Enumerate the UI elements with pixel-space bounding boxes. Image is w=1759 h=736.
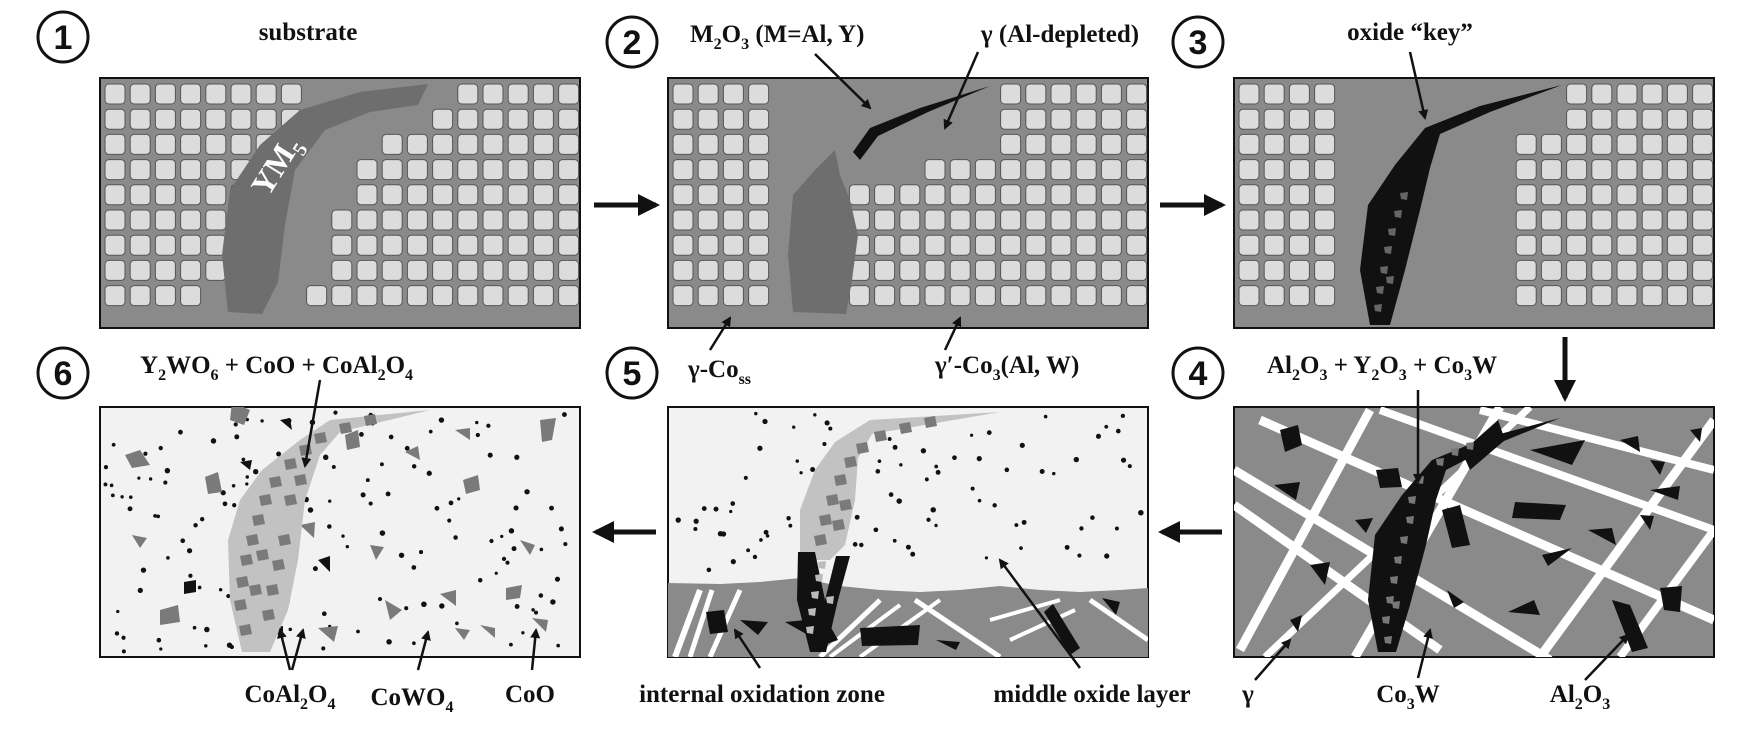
spinel-particles-5	[814, 416, 937, 546]
step-number-2: 2	[605, 15, 659, 69]
panel-6-final-scale	[99, 406, 581, 658]
pointer-gamma-coss	[708, 316, 732, 351]
svg-text:1: 1	[54, 19, 73, 57]
al2o3-particles-4	[1274, 420, 1702, 652]
label-gamma-coss: γ-Coss	[687, 356, 751, 388]
label-internal-oxidation-zone: internal oxidation zone	[639, 681, 885, 708]
pointer-coal2o4-b	[290, 628, 306, 671]
step-number-6: 6	[36, 346, 90, 400]
panel-3-oxide-key	[1233, 77, 1715, 329]
precipitate-grid-3	[1238, 83, 1714, 307]
label-gamma: γ	[1241, 681, 1254, 708]
svg-text:5: 5	[623, 355, 642, 393]
spinel-particles-6	[234, 414, 377, 636]
pointer-m2o3	[814, 53, 872, 110]
ym5-phase	[222, 84, 428, 314]
oxide-key-4	[1368, 418, 1560, 652]
pointer-coo	[530, 628, 541, 671]
label-m2o3: M2O3 (M=Al, Y)	[690, 21, 864, 53]
oxide-key	[1360, 85, 1562, 325]
coo-particles-6	[103, 410, 568, 654]
flow-arrows	[592, 194, 1576, 543]
label-coo: CoO	[505, 681, 555, 708]
label-step4-oxides: Al2O3 + Y2O3 + Co3W	[1267, 352, 1497, 384]
step-number-4: 4	[1171, 346, 1225, 400]
precipitate-grid-2	[672, 83, 1148, 307]
pointer-al2o3	[1584, 633, 1630, 681]
pointer-gamma-depleted	[943, 51, 980, 130]
spinel-band-5	[800, 412, 1000, 560]
gamma-bands-5	[672, 588, 1148, 657]
label-gamma-prime: γ′-Co3(Al, W)	[934, 352, 1079, 384]
pointer-oxide-key	[1408, 51, 1429, 120]
step-number-3: 3	[1171, 15, 1225, 69]
panel-1-substrate: YM5	[99, 77, 581, 329]
oxide-key-inclusions-5	[806, 561, 834, 634]
panel-2-initial-oxidation	[667, 77, 1149, 329]
step-number-1: 1	[36, 10, 90, 64]
svg-text:6: 6	[54, 355, 73, 393]
label-gamma-depleted: γ (Al-depleted)	[980, 21, 1139, 48]
pointer-gamma	[1254, 638, 1292, 681]
pointer-cowo4	[416, 630, 431, 671]
pointer-arrows	[277, 51, 1630, 681]
pointer-gamma-prime	[943, 316, 962, 351]
label-coal2o4: CoAl2O4	[244, 681, 335, 713]
label-cowo4: CoWO4	[371, 684, 454, 716]
oxide-key-inclusions	[1374, 192, 1408, 312]
svg-text:3: 3	[1189, 24, 1208, 62]
ym5-remnant	[788, 150, 858, 314]
label-co3w: Co3W	[1376, 681, 1440, 713]
svg-text:2: 2	[623, 24, 642, 62]
pointer-middle-oxide-layer	[998, 558, 1082, 669]
panel-4-decomposition	[1233, 406, 1715, 658]
label-substrate: substrate	[259, 19, 358, 46]
label-step6-products: Y2WO6 + CoO + CoAl2O4	[140, 352, 413, 384]
al2o3-particles-5	[706, 598, 1120, 655]
label-middle-oxide-layer: middle oxide layer	[993, 681, 1190, 708]
panel-6-frame	[99, 406, 581, 658]
svg-text:4: 4	[1189, 355, 1208, 393]
pointer-step6-products	[301, 379, 322, 468]
precipitate-grid-1	[104, 83, 580, 307]
panel-5-layer-formation	[667, 406, 1149, 658]
pointer-coal2o4-a	[277, 628, 292, 671]
pointer-internal-oxidation-zone	[733, 628, 762, 669]
label-al2o3: Al2O3	[1550, 681, 1610, 713]
cowo4-particles-6	[125, 407, 556, 642]
label-oxide-key: oxide “key”	[1347, 19, 1473, 46]
pointer-co3w	[1416, 628, 1433, 679]
step-number-5: 5	[605, 346, 659, 400]
